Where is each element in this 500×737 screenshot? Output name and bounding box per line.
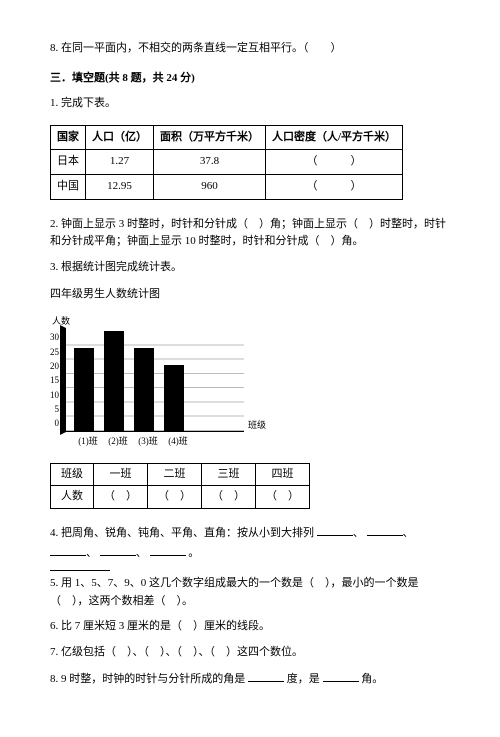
cell: 二班 (148, 463, 202, 486)
question-3: 3. 根据统计图完成统计表。 (50, 259, 450, 277)
question-4: 4. 把周角、锐角、钝角、平角、直角：按从小到大排列 、 、 、 、 。 (50, 523, 450, 562)
cell: 37.8 (154, 150, 266, 175)
fill-blank (248, 669, 284, 682)
cell-blank: （ ） (148, 486, 202, 509)
ytick: 5 (50, 402, 59, 416)
col-density: 人口密度（人/平方千米） (266, 125, 403, 150)
section-3-title: 三．填空题(共 8 题，共 24 分) (50, 70, 450, 88)
text: 4. 把周角、锐角、钝角、平角、直角：按从小到大排列 (50, 527, 314, 539)
ytick: 20 (50, 359, 59, 373)
xtick: (4)班 (168, 434, 188, 448)
xtick: (2)班 (108, 434, 128, 448)
col-area: 面积（万平方千米） (154, 125, 266, 150)
cell-blank: （ ） (202, 486, 256, 509)
question-8-fill: 8. 9 时整，时钟的时针与分针所成的角是 度，是 角。 (50, 669, 450, 689)
table-header-row: 国家 人口（亿） 面积（万平方千米） 人口密度（人/平方千米） (51, 125, 403, 150)
bar-4 (164, 365, 184, 432)
question-2: 2. 钟面上显示 3 时整时，时针和分针成（ ）角；钟面上显示（ ）时整时，时针… (50, 216, 450, 251)
cell: 人数 (51, 486, 94, 509)
question-1: 1. 完成下表。 (50, 95, 450, 113)
xtick: (3)班 (138, 434, 158, 448)
text: 。 (188, 547, 199, 559)
table-row: 班级 一班 二班 三班 四班 (51, 463, 310, 486)
cell: 一班 (94, 463, 148, 486)
table-row: 人数 （ ） （ ） （ ） （ ） (51, 486, 310, 509)
cell: 12.95 (86, 174, 154, 199)
ytick: 10 (50, 388, 59, 402)
col-country: 国家 (51, 125, 86, 150)
fill-blank (323, 669, 359, 682)
cell-blank: （ ） (266, 150, 403, 175)
cell: 960 (154, 174, 266, 199)
table-row: 中国 12.95 960 （ ） (51, 174, 403, 199)
text: 度，是 (287, 673, 320, 685)
xtick: (1)班 (78, 434, 98, 448)
question-5: 5. 用 1、5、7、9、0 这几个数字组成最大的一个数是（ ），最小的一个数是… (50, 575, 450, 610)
fill-blank (100, 543, 136, 556)
question-6: 6. 比 7 厘米短 3 厘米的是（ ）厘米的线段。 (50, 618, 450, 636)
population-table: 国家 人口（亿） 面积（万平方千米） 人口密度（人/平方千米） 日本 1.27 … (50, 125, 403, 200)
fill-blank (317, 523, 353, 536)
col-population: 人口（亿） (86, 125, 154, 150)
cell-blank: （ ） (94, 486, 148, 509)
cell: 三班 (202, 463, 256, 486)
cell: 中国 (51, 174, 86, 199)
class-count-table: 班级 一班 二班 三班 四班 人数 （ ） （ ） （ ） （ ） (50, 463, 310, 509)
x-axis-labels: (1)班 (2)班 (3)班 (4)班 (50, 434, 450, 448)
y-axis-ticks: 30 25 20 15 10 5 0 (50, 330, 59, 432)
table-row: 日本 1.27 37.8 （ ） (51, 150, 403, 175)
bar-1 (74, 348, 94, 431)
cell-blank: （ ） (266, 174, 403, 199)
plot-area (63, 331, 244, 432)
ytick: 30 (50, 330, 59, 344)
cell: 四班 (256, 463, 310, 486)
x-axis-end: 班级 (248, 418, 266, 432)
text: 角。 (361, 673, 383, 685)
bar-2 (104, 331, 124, 431)
cell: 班级 (51, 463, 94, 486)
text: 8. 9 时整，时钟的时针与分针所成的角是 (50, 673, 245, 685)
cell-blank: （ ） (256, 486, 310, 509)
bar-3 (134, 348, 154, 431)
fill-blank (50, 543, 86, 556)
cell: 1.27 (86, 150, 154, 175)
ytick: 25 (50, 345, 59, 359)
chart-title: 四年级男生人数统计图 (50, 286, 450, 304)
divider (50, 570, 110, 571)
question-8-judge: 8. 在同一平面内，不相交的两条直线一定互相平行。（ ） (50, 40, 450, 58)
fill-blank (150, 543, 186, 556)
question-7: 7. 亿级包括（ ）、（ ）、（ ）、（ ）这四个数位。 (50, 644, 450, 662)
fill-blank (367, 523, 403, 536)
ytick: 15 (50, 373, 59, 387)
ytick: 0 (50, 416, 59, 430)
bar-chart: 人数 30 25 20 15 10 5 0 班级 (1)班 (2)班 (3)班 … (50, 314, 450, 449)
cell: 日本 (51, 150, 86, 175)
